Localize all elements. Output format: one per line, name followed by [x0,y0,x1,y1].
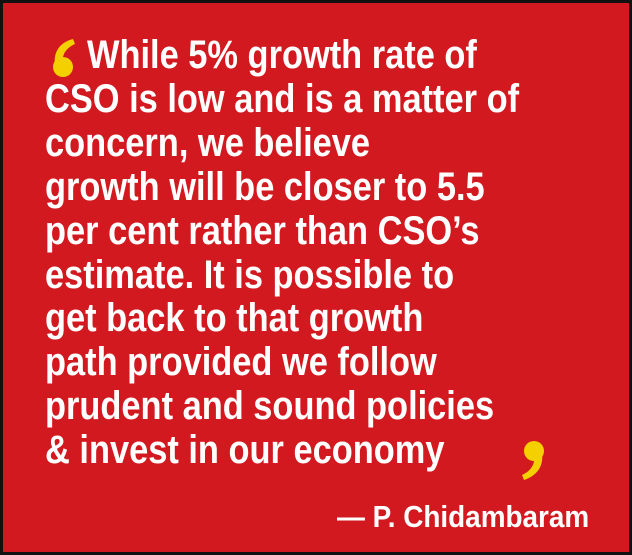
quote-line: & invest in our economy [45,428,445,473]
quote-line: get back to that growth [45,296,424,341]
quote-line: prudent and sound policies [45,384,495,429]
quote-line: growth will be closer to 5.5 [45,164,485,209]
quote-line: path provided we follow [45,340,437,385]
quote-line: While 5% growth rate of [87,33,477,77]
open-quote-mark [53,39,75,77]
quote-line: estimate. It is possible to [45,252,455,297]
attribution: — P. Chidambaram [336,499,589,534]
quote-line: CSO is low and is a matter of [45,76,520,121]
quote-line: concern, we believe [45,120,371,165]
quote-line: per cent rather than CSO’s [45,208,480,253]
close-quote-mark [522,441,544,480]
